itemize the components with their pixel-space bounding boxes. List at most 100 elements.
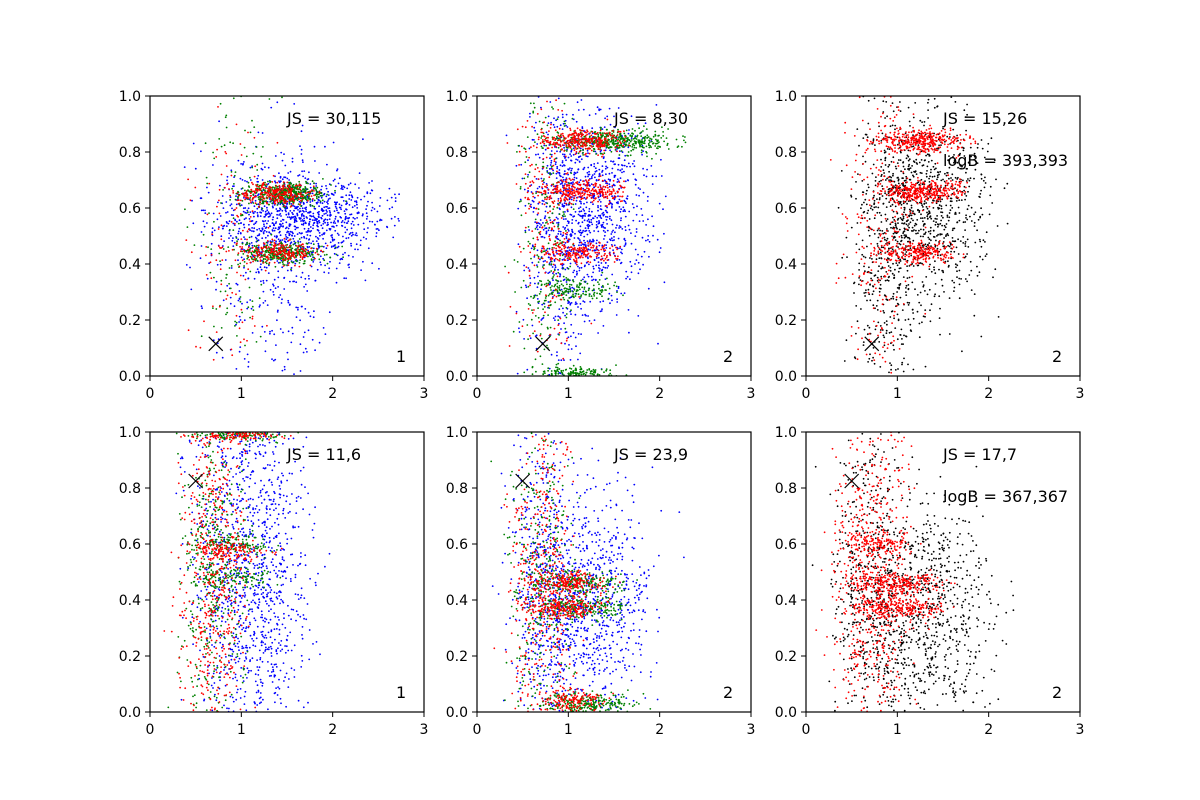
scatter-point [297, 308, 299, 311]
scatter-point [556, 131, 559, 134]
scatter-point [271, 202, 274, 205]
scatter-point [220, 173, 223, 176]
scatter-point [281, 254, 284, 256]
scatter-point [619, 132, 621, 135]
scatter-point [524, 161, 527, 164]
scatter-point [597, 261, 600, 263]
scatter-point [536, 254, 539, 256]
scatter-point [251, 119, 253, 122]
scatter-point [550, 159, 553, 162]
scatter-point [612, 229, 614, 232]
scatter-point [563, 173, 566, 176]
scatter-point [282, 187, 285, 190]
scatter-point [572, 147, 575, 150]
scatter-point [248, 286, 251, 289]
scatter-point [317, 238, 320, 240]
scatter-point [291, 211, 293, 214]
scatter-point [552, 208, 555, 211]
scatter-point [344, 231, 347, 234]
scatter-point [524, 204, 527, 207]
scatter-point [563, 322, 565, 325]
scatter-point [651, 140, 653, 143]
scatter-point [565, 230, 567, 232]
scatter-point [273, 261, 276, 264]
scatter-point [292, 255, 295, 258]
scatter-point [565, 306, 568, 309]
scatter-point [560, 288, 563, 291]
scatter-point [262, 282, 265, 284]
scatter-point [228, 232, 231, 235]
scatter-point [260, 185, 263, 187]
scatter-point [299, 186, 301, 189]
scatter-point [278, 214, 280, 216]
scatter-point [549, 101, 552, 103]
scatter-point [611, 133, 613, 135]
scatter-point [310, 247, 313, 250]
scatter-point [601, 271, 604, 274]
scatter-point [596, 239, 598, 242]
scatter-point [572, 203, 575, 206]
scatter-point [615, 364, 617, 366]
scatter-point [586, 282, 589, 285]
scatter-point [391, 206, 394, 209]
scatter-point [543, 348, 546, 351]
scatter-point [545, 282, 548, 285]
scatter-point [220, 238, 223, 241]
scatter-point [321, 214, 324, 217]
scatter-point [277, 253, 279, 256]
scatter-point [616, 148, 618, 150]
scatter-point [241, 246, 244, 248]
scatter-point [285, 194, 288, 197]
scatter-point [589, 372, 592, 375]
scatter-point [279, 190, 282, 193]
scatter-point [246, 180, 248, 183]
scatter-point [531, 199, 534, 202]
scatter-point [298, 210, 301, 213]
scatter-point [243, 265, 246, 267]
scatter-point [244, 192, 246, 195]
scatter-point [563, 164, 566, 167]
scatter-point [558, 207, 561, 210]
scatter-point [303, 217, 305, 220]
scatter-point [548, 168, 551, 170]
scatter-point [565, 237, 568, 240]
scatter-point [593, 249, 596, 252]
scatter-point [589, 239, 591, 242]
scatter-point [544, 297, 547, 299]
scatter-point [627, 179, 630, 182]
scatter-point [524, 229, 527, 232]
scatter-point [249, 220, 252, 223]
scatter-point [556, 366, 559, 369]
scatter-point [537, 222, 540, 224]
scatter-point [243, 146, 246, 149]
scatter-point [642, 191, 645, 194]
scatter-point [593, 370, 596, 372]
scatter-point [534, 228, 537, 230]
scatter-point [635, 259, 638, 261]
scatter-point [628, 210, 631, 213]
scatter-point [619, 169, 622, 172]
scatter-point [563, 102, 566, 105]
scatter-point [303, 262, 306, 265]
scatter-point [576, 284, 578, 286]
y-tick-label: 1.0 [119, 89, 141, 105]
scatter-point [247, 255, 249, 257]
scatter-point [663, 281, 666, 284]
scatter-point [559, 372, 562, 375]
scatter-point [600, 262, 603, 264]
scatter-point [598, 173, 601, 176]
scatter-point [280, 255, 283, 258]
scatter-point [609, 146, 612, 148]
scatter-point [607, 265, 610, 267]
scatter-point [622, 294, 624, 297]
scatter-point [606, 115, 609, 118]
scatter-point [221, 356, 224, 359]
scatter-point [315, 218, 318, 221]
scatter-point [269, 241, 272, 244]
scatter-point [375, 228, 378, 230]
scatter-point [523, 177, 526, 180]
scatter-point [252, 152, 255, 155]
scatter-point [610, 233, 613, 235]
scatter-point [304, 187, 307, 190]
scatter-point [533, 207, 535, 210]
